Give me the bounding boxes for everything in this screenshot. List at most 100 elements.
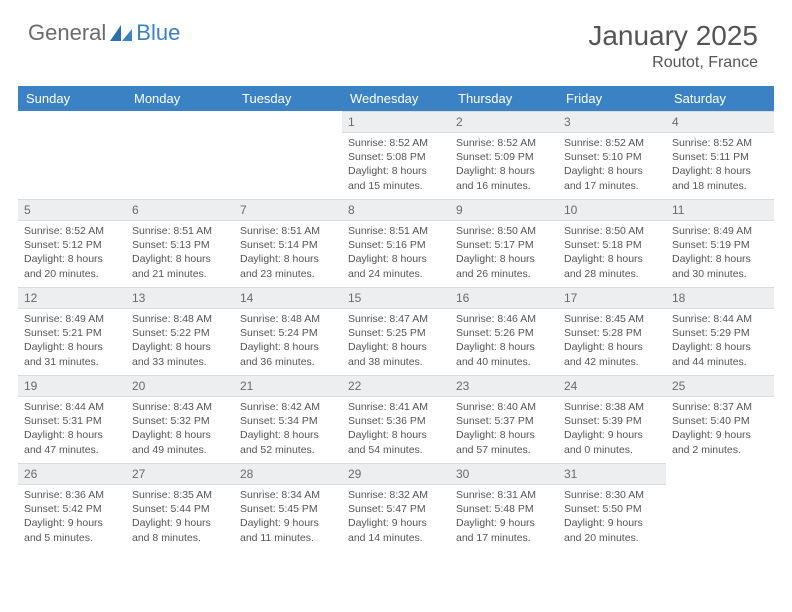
header: General Blue January 2025 Routot, France [0, 0, 792, 72]
calendar-cell-empty [18, 111, 126, 199]
day-number: 25 [666, 375, 774, 397]
day-number: 4 [666, 111, 774, 133]
calendar-cell: 12Sunrise: 8:49 AMSunset: 5:21 PMDayligh… [18, 287, 126, 375]
weekday-header: Thursday [450, 86, 558, 111]
day-number: 18 [666, 287, 774, 309]
weekday-header: Friday [558, 86, 666, 111]
day-number: 19 [18, 375, 126, 397]
day-number: 30 [450, 463, 558, 485]
day-number: 28 [234, 463, 342, 485]
day-number: 10 [558, 199, 666, 221]
calendar-cell: 10Sunrise: 8:50 AMSunset: 5:18 PMDayligh… [558, 199, 666, 287]
day-number: 2 [450, 111, 558, 133]
calendar-cell: 30Sunrise: 8:31 AMSunset: 5:48 PMDayligh… [450, 463, 558, 551]
day-details: Sunrise: 8:35 AMSunset: 5:44 PMDaylight:… [126, 485, 234, 551]
calendar-cell: 13Sunrise: 8:48 AMSunset: 5:22 PMDayligh… [126, 287, 234, 375]
calendar-cell: 31Sunrise: 8:30 AMSunset: 5:50 PMDayligh… [558, 463, 666, 551]
calendar-cell: 28Sunrise: 8:34 AMSunset: 5:45 PMDayligh… [234, 463, 342, 551]
day-number: 8 [342, 199, 450, 221]
logo-sail-icon [110, 25, 132, 41]
day-details: Sunrise: 8:50 AMSunset: 5:17 PMDaylight:… [450, 221, 558, 287]
calendar-cell: 1Sunrise: 8:52 AMSunset: 5:08 PMDaylight… [342, 111, 450, 199]
day-details: Sunrise: 8:51 AMSunset: 5:14 PMDaylight:… [234, 221, 342, 287]
day-number: 12 [18, 287, 126, 309]
day-details: Sunrise: 8:52 AMSunset: 5:10 PMDaylight:… [558, 133, 666, 199]
day-details: Sunrise: 8:47 AMSunset: 5:25 PMDaylight:… [342, 309, 450, 375]
day-details: Sunrise: 8:48 AMSunset: 5:24 PMDaylight:… [234, 309, 342, 375]
calendar-cell-empty [126, 111, 234, 199]
day-details: Sunrise: 8:40 AMSunset: 5:37 PMDaylight:… [450, 397, 558, 463]
calendar-cell: 16Sunrise: 8:46 AMSunset: 5:26 PMDayligh… [450, 287, 558, 375]
calendar-table: SundayMondayTuesdayWednesdayThursdayFrid… [18, 86, 774, 551]
calendar-cell: 21Sunrise: 8:42 AMSunset: 5:34 PMDayligh… [234, 375, 342, 463]
day-number: 6 [126, 199, 234, 221]
day-number: 20 [126, 375, 234, 397]
day-details: Sunrise: 8:46 AMSunset: 5:26 PMDaylight:… [450, 309, 558, 375]
day-number: 14 [234, 287, 342, 309]
day-number: 9 [450, 199, 558, 221]
calendar-cell: 6Sunrise: 8:51 AMSunset: 5:13 PMDaylight… [126, 199, 234, 287]
day-details: Sunrise: 8:48 AMSunset: 5:22 PMDaylight:… [126, 309, 234, 375]
day-details: Sunrise: 8:49 AMSunset: 5:19 PMDaylight:… [666, 221, 774, 287]
day-details: Sunrise: 8:41 AMSunset: 5:36 PMDaylight:… [342, 397, 450, 463]
calendar-cell: 18Sunrise: 8:44 AMSunset: 5:29 PMDayligh… [666, 287, 774, 375]
day-details: Sunrise: 8:45 AMSunset: 5:28 PMDaylight:… [558, 309, 666, 375]
day-details: Sunrise: 8:52 AMSunset: 5:12 PMDaylight:… [18, 221, 126, 287]
day-number: 3 [558, 111, 666, 133]
day-details: Sunrise: 8:37 AMSunset: 5:40 PMDaylight:… [666, 397, 774, 463]
calendar-cell: 8Sunrise: 8:51 AMSunset: 5:16 PMDaylight… [342, 199, 450, 287]
calendar-cell: 7Sunrise: 8:51 AMSunset: 5:14 PMDaylight… [234, 199, 342, 287]
weekday-header: Sunday [18, 86, 126, 111]
day-number: 1 [342, 111, 450, 133]
calendar-cell-empty [666, 463, 774, 551]
calendar-cell: 2Sunrise: 8:52 AMSunset: 5:09 PMDaylight… [450, 111, 558, 199]
calendar-cell: 27Sunrise: 8:35 AMSunset: 5:44 PMDayligh… [126, 463, 234, 551]
calendar-cell: 15Sunrise: 8:47 AMSunset: 5:25 PMDayligh… [342, 287, 450, 375]
day-number: 22 [342, 375, 450, 397]
day-details: Sunrise: 8:43 AMSunset: 5:32 PMDaylight:… [126, 397, 234, 463]
logo: General Blue [28, 20, 180, 46]
day-details: Sunrise: 8:51 AMSunset: 5:13 PMDaylight:… [126, 221, 234, 287]
day-details: Sunrise: 8:38 AMSunset: 5:39 PMDaylight:… [558, 397, 666, 463]
calendar-cell: 20Sunrise: 8:43 AMSunset: 5:32 PMDayligh… [126, 375, 234, 463]
calendar-cell: 24Sunrise: 8:38 AMSunset: 5:39 PMDayligh… [558, 375, 666, 463]
page-title: January 2025 [588, 20, 758, 52]
calendar-cell: 14Sunrise: 8:48 AMSunset: 5:24 PMDayligh… [234, 287, 342, 375]
calendar-row: 5Sunrise: 8:52 AMSunset: 5:12 PMDaylight… [18, 199, 774, 287]
calendar-row: 12Sunrise: 8:49 AMSunset: 5:21 PMDayligh… [18, 287, 774, 375]
weekday-header: Saturday [666, 86, 774, 111]
day-details: Sunrise: 8:30 AMSunset: 5:50 PMDaylight:… [558, 485, 666, 551]
calendar-cell: 26Sunrise: 8:36 AMSunset: 5:42 PMDayligh… [18, 463, 126, 551]
logo-text-blue: Blue [136, 20, 180, 46]
day-details: Sunrise: 8:52 AMSunset: 5:11 PMDaylight:… [666, 133, 774, 199]
calendar-row: 19Sunrise: 8:44 AMSunset: 5:31 PMDayligh… [18, 375, 774, 463]
weekday-header: Tuesday [234, 86, 342, 111]
day-number: 17 [558, 287, 666, 309]
calendar-cell: 23Sunrise: 8:40 AMSunset: 5:37 PMDayligh… [450, 375, 558, 463]
day-details: Sunrise: 8:51 AMSunset: 5:16 PMDaylight:… [342, 221, 450, 287]
calendar-cell-empty [234, 111, 342, 199]
day-details: Sunrise: 8:34 AMSunset: 5:45 PMDaylight:… [234, 485, 342, 551]
day-number: 11 [666, 199, 774, 221]
calendar-row: 1Sunrise: 8:52 AMSunset: 5:08 PMDaylight… [18, 111, 774, 199]
day-number: 24 [558, 375, 666, 397]
day-number: 21 [234, 375, 342, 397]
weekday-header: Wednesday [342, 86, 450, 111]
day-details: Sunrise: 8:52 AMSunset: 5:09 PMDaylight:… [450, 133, 558, 199]
day-details: Sunrise: 8:44 AMSunset: 5:29 PMDaylight:… [666, 309, 774, 375]
calendar-cell: 22Sunrise: 8:41 AMSunset: 5:36 PMDayligh… [342, 375, 450, 463]
day-number: 7 [234, 199, 342, 221]
day-number: 26 [18, 463, 126, 485]
calendar-cell: 9Sunrise: 8:50 AMSunset: 5:17 PMDaylight… [450, 199, 558, 287]
day-number: 31 [558, 463, 666, 485]
day-number: 27 [126, 463, 234, 485]
location-label: Routot, France [588, 54, 758, 72]
weekday-header-row: SundayMondayTuesdayWednesdayThursdayFrid… [18, 86, 774, 111]
calendar-body: 1Sunrise: 8:52 AMSunset: 5:08 PMDaylight… [18, 111, 774, 551]
day-details: Sunrise: 8:32 AMSunset: 5:47 PMDaylight:… [342, 485, 450, 551]
day-details: Sunrise: 8:50 AMSunset: 5:18 PMDaylight:… [558, 221, 666, 287]
calendar-cell: 17Sunrise: 8:45 AMSunset: 5:28 PMDayligh… [558, 287, 666, 375]
day-number: 13 [126, 287, 234, 309]
calendar-cell: 25Sunrise: 8:37 AMSunset: 5:40 PMDayligh… [666, 375, 774, 463]
day-number: 23 [450, 375, 558, 397]
